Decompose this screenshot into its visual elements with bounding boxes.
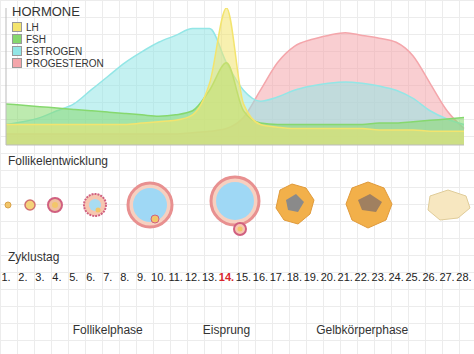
svg-text:10.: 10. xyxy=(151,271,166,283)
svg-text:4.: 4. xyxy=(52,271,61,283)
svg-text:15.: 15. xyxy=(236,271,251,283)
svg-text:28.: 28. xyxy=(456,271,471,283)
html-text:ESTROGEN: ESTROGEN xyxy=(26,45,83,57)
svg-text:26.: 26. xyxy=(422,271,437,283)
svg-text:11.: 11. xyxy=(168,271,182,283)
svg-text:1.: 1. xyxy=(1,271,10,283)
svg-text:23.: 23. xyxy=(372,271,387,283)
svg-text:7.: 7. xyxy=(103,271,112,283)
html-text:Follikelentwicklung: Follikelentwicklung xyxy=(8,154,108,168)
svg-text:22.: 22. xyxy=(355,271,370,283)
svg-text:25.: 25. xyxy=(405,271,420,283)
svg-text:17.: 17. xyxy=(270,271,285,283)
svg-text:8.: 8. xyxy=(120,271,129,283)
svg-text:12.: 12. xyxy=(185,271,200,283)
svg-text:14.: 14. xyxy=(219,271,234,283)
svg-text:Follikelphase: Follikelphase xyxy=(73,323,143,337)
svg-text:16.: 16. xyxy=(253,271,268,283)
svg-text:19.: 19. xyxy=(304,271,319,283)
html-text:PROGESTERON: PROGESTERON xyxy=(26,57,104,69)
svg-text:21.: 21. xyxy=(338,271,353,283)
svg-text:18.: 18. xyxy=(287,271,302,283)
svg-text:20.: 20. xyxy=(321,271,336,283)
svg-text:6.: 6. xyxy=(86,271,95,283)
svg-text:2.: 2. xyxy=(18,271,27,283)
svg-text:3.: 3. xyxy=(35,271,44,283)
html-text:Zyklustag: Zyklustag xyxy=(8,250,60,264)
svg-text:5.: 5. xyxy=(69,271,78,283)
svg-text:24.: 24. xyxy=(388,271,403,283)
html-text:HORMONE: HORMONE xyxy=(12,4,80,19)
html-text:LH: LH xyxy=(26,21,39,33)
svg-text:Gelbkörperphase: Gelbkörperphase xyxy=(316,323,408,337)
svg-text:13.: 13. xyxy=(202,271,217,283)
svg-text:Eisprung: Eisprung xyxy=(203,323,250,337)
html-text:FSH: FSH xyxy=(26,33,46,45)
svg-text:9.: 9. xyxy=(137,271,146,283)
svg-text:27.: 27. xyxy=(439,271,454,283)
